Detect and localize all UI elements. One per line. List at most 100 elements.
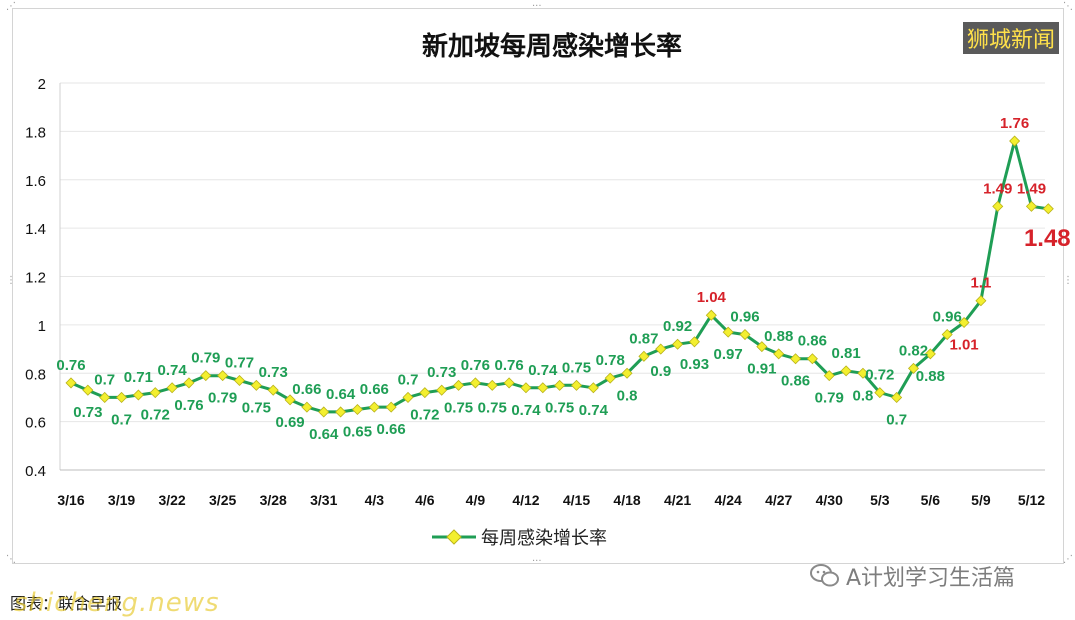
- x-tick-label: 4/24: [715, 492, 742, 508]
- data-point: [688, 336, 700, 348]
- data-point: [183, 377, 195, 389]
- data-point: [790, 353, 802, 365]
- legend-marker-swatch: [446, 529, 462, 545]
- data-label: 0.88: [764, 328, 793, 345]
- data-label: 1.04: [697, 289, 727, 306]
- data-point: [301, 401, 313, 413]
- data-point: [621, 367, 633, 379]
- chart-frame: [12, 8, 1064, 564]
- data-label: 0.79: [815, 390, 844, 407]
- data-point: [1042, 203, 1054, 215]
- data-point: [958, 316, 970, 328]
- data-point: [284, 394, 296, 406]
- data-label: 0.79: [208, 390, 237, 407]
- data-label: 0.76: [461, 357, 490, 374]
- x-tick-label: 4/3: [365, 492, 385, 508]
- data-label: 0.75: [562, 359, 591, 376]
- data-point: [992, 200, 1004, 212]
- data-point: [217, 370, 229, 382]
- y-tick-label: 0.4: [25, 463, 46, 480]
- resize-handle-bottom-left[interactable]: ⋱: [6, 554, 16, 565]
- data-label: 0.74: [511, 402, 541, 419]
- x-tick-label: 5/3: [870, 492, 890, 508]
- data-point: [773, 348, 785, 360]
- data-point: [149, 387, 161, 399]
- data-point: [116, 391, 128, 403]
- data-point: [587, 382, 599, 394]
- data-label: 0.93: [680, 356, 709, 373]
- resize-handle-top[interactable]: ···: [532, 1, 542, 12]
- data-point: [756, 341, 768, 353]
- data-label: 0.91: [747, 361, 776, 378]
- data-point: [907, 362, 920, 374]
- data-label: 0.69: [275, 414, 304, 431]
- data-point: [267, 384, 279, 396]
- data-label: 0.72: [141, 407, 170, 424]
- data-label: 0.81: [831, 345, 860, 362]
- data-label: 0.86: [781, 373, 810, 390]
- data-point: [1009, 135, 1021, 147]
- data-point: [672, 338, 684, 350]
- x-tick-label: 4/18: [613, 492, 640, 508]
- data-label: 0.73: [259, 364, 288, 381]
- y-tick-label: 0.8: [25, 366, 46, 383]
- data-point: [722, 326, 734, 338]
- data-point: [200, 370, 212, 382]
- resize-handle-left[interactable]: ⋮: [6, 275, 16, 286]
- data-point: [486, 379, 498, 391]
- data-label: 0.96: [933, 309, 962, 326]
- x-tick-label: 5/6: [921, 492, 941, 508]
- data-label: 0.74: [157, 362, 187, 379]
- data-point: [453, 379, 465, 391]
- data-label: 0.77: [225, 355, 254, 372]
- data-point: [857, 367, 869, 379]
- series-markers: [65, 135, 1054, 418]
- data-point: [419, 387, 431, 399]
- x-tick-label: 3/19: [108, 492, 135, 508]
- data-label: 0.92: [663, 318, 692, 335]
- data-label: 0.79: [191, 350, 220, 367]
- data-label: 1.49: [983, 180, 1012, 197]
- legend-label: 每周感染增长率: [481, 528, 607, 549]
- resize-handle-top-left[interactable]: ⋰: [6, 1, 16, 12]
- resize-handle-bottom-right[interactable]: ⋰: [1063, 554, 1073, 565]
- data-point: [368, 401, 380, 413]
- resize-handle-top-right[interactable]: ⋱: [1063, 1, 1073, 12]
- data-point: [233, 374, 246, 387]
- x-tick-label: 4/27: [765, 492, 792, 508]
- data-label: 0.82: [899, 342, 928, 359]
- data-point: [99, 391, 111, 403]
- data-point: [132, 389, 144, 401]
- data-label: 0.7: [111, 411, 132, 428]
- data-label: 0.74: [528, 362, 558, 379]
- site-watermark: shicheng.news: [14, 588, 220, 618]
- data-point: [941, 329, 953, 341]
- resize-handle-right[interactable]: ⋮: [1063, 275, 1073, 286]
- data-label: 0.66: [292, 381, 321, 398]
- data-point: [436, 384, 448, 396]
- wechat-account: A计划学习生活篇: [810, 560, 1015, 592]
- data-label: 0.75: [444, 399, 473, 416]
- x-tick-label: 3/31: [310, 492, 337, 508]
- data-label: 0.7: [94, 371, 115, 388]
- x-tick-label: 5/12: [1018, 492, 1045, 508]
- watermark-logo: 狮城新闻: [962, 22, 1059, 54]
- data-label: 0.73: [73, 404, 102, 421]
- data-point: [537, 382, 549, 394]
- data-label: 0.64: [309, 426, 339, 443]
- data-point: [975, 295, 987, 307]
- data-point: [335, 406, 347, 418]
- x-tick-label: 3/22: [158, 492, 185, 508]
- data-point: [924, 348, 936, 360]
- data-label: 0.88: [916, 368, 945, 385]
- x-tick-label: 4/15: [563, 492, 590, 508]
- x-tick-label: 4/30: [816, 492, 843, 508]
- data-label: 0.66: [360, 381, 389, 398]
- data-point: [351, 404, 363, 416]
- y-tick-label: 1.2: [25, 270, 46, 287]
- y-tick-label: 1: [38, 318, 46, 335]
- data-point: [840, 365, 852, 377]
- x-tick-label: 5/9: [971, 492, 991, 508]
- resize-handle-bottom[interactable]: ···: [532, 556, 542, 567]
